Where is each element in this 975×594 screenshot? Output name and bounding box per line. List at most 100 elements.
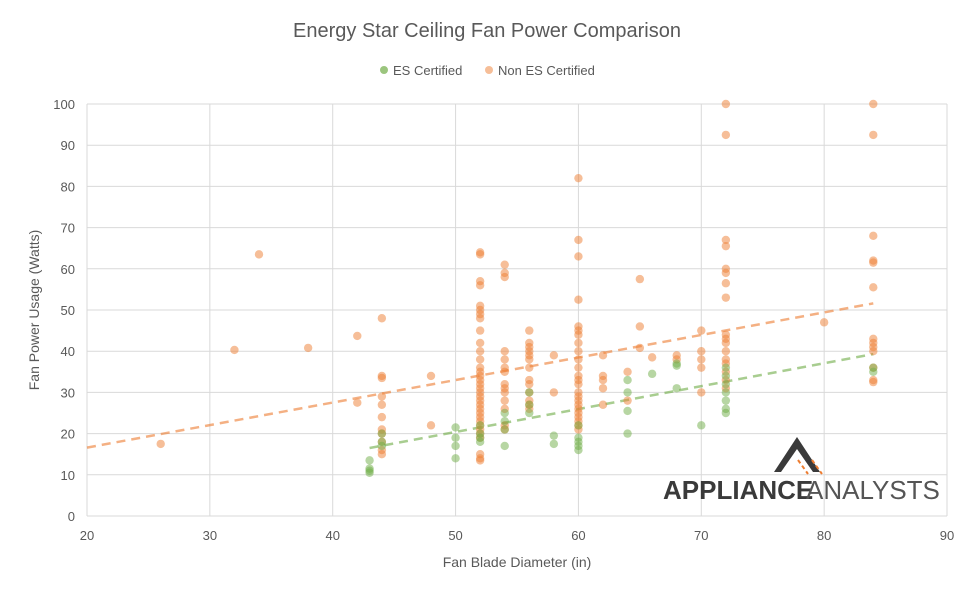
y-tick-label: 30 [61, 385, 75, 400]
data-point-non-es [697, 388, 706, 397]
data-point-es [721, 396, 731, 405]
y-tick-label: 80 [61, 179, 75, 194]
data-point-non-es [426, 421, 436, 430]
data-point-non-es [574, 330, 583, 339]
data-point-non-es [475, 347, 485, 356]
data-point-es [721, 408, 731, 418]
data-point-non-es [819, 318, 829, 327]
legend-marker-es [380, 66, 388, 74]
data-point-es [869, 367, 878, 376]
data-point-es [697, 421, 706, 430]
data-point-non-es [156, 439, 165, 449]
data-point-non-es [574, 235, 583, 245]
data-point-es [721, 388, 731, 397]
data-point-non-es [525, 379, 534, 389]
data-point-non-es [574, 252, 583, 261]
data-points [156, 99, 878, 477]
data-point-non-es [635, 322, 645, 331]
data-point-non-es [500, 388, 509, 397]
data-point-non-es [697, 347, 706, 356]
data-point-es [451, 454, 460, 463]
data-point-non-es [377, 373, 387, 383]
data-point-non-es [475, 281, 485, 290]
data-point-non-es [721, 241, 731, 251]
trendlines [86, 302, 874, 450]
data-point-non-es [475, 326, 485, 335]
data-point-es [525, 408, 534, 418]
data-point-non-es [869, 99, 878, 109]
data-point-non-es [500, 355, 509, 364]
data-point-non-es [697, 355, 706, 364]
data-point-non-es [377, 314, 387, 323]
data-point-non-es [353, 398, 362, 407]
data-point-es [574, 445, 583, 455]
data-point-non-es [377, 400, 387, 409]
data-point-non-es [635, 343, 645, 353]
data-point-es [623, 429, 632, 438]
data-point-non-es [697, 326, 706, 335]
y-tick-label: 40 [61, 344, 75, 359]
y-tick-label: 90 [61, 138, 75, 153]
y-tick-label: 0 [68, 509, 75, 524]
data-point-non-es [500, 260, 509, 269]
data-point-es [623, 388, 632, 397]
data-point-non-es [869, 231, 878, 241]
data-point-non-es [377, 450, 387, 459]
chart-title: Energy Star Ceiling Fan Power Comparison [293, 20, 681, 42]
data-point-es [721, 363, 731, 372]
data-point-non-es [475, 250, 485, 259]
y-tick-label: 60 [61, 262, 75, 277]
x-tick-label: 50 [448, 528, 462, 543]
data-point-es [647, 369, 657, 379]
data-point-non-es [549, 351, 559, 360]
data-point-non-es [574, 338, 583, 348]
data-point-es [377, 429, 387, 438]
data-point-es [574, 421, 583, 430]
data-point-non-es [254, 250, 264, 259]
data-point-non-es [598, 375, 608, 385]
data-point-non-es [598, 384, 608, 393]
data-point-non-es [377, 392, 387, 401]
data-point-es [672, 384, 681, 393]
x-tick-label: 90 [940, 528, 954, 543]
data-point-non-es [721, 235, 731, 245]
data-point-non-es [230, 345, 239, 355]
x-tick-label: 40 [325, 528, 339, 543]
y-tick-label: 20 [61, 427, 75, 442]
data-point-es [365, 468, 374, 477]
logo-text-light: ANALYSTS [806, 475, 940, 505]
data-point-non-es [500, 272, 509, 282]
data-point-es [672, 361, 681, 370]
data-point-non-es [598, 400, 608, 409]
data-point-non-es [869, 347, 878, 356]
data-point-non-es [721, 338, 731, 348]
data-point-es [451, 433, 460, 442]
data-point-es [500, 441, 509, 451]
data-point-non-es [525, 355, 534, 364]
watermark-logo: APPLIANCE ANALYSTS [663, 437, 940, 505]
data-point-non-es [574, 363, 583, 372]
data-point-non-es [525, 326, 534, 335]
data-point-non-es [500, 396, 509, 405]
y-tick-label: 70 [61, 221, 75, 236]
data-point-non-es [574, 347, 583, 356]
data-point-non-es [869, 258, 878, 267]
data-point-es [721, 379, 731, 389]
legend-label-es: ES Certified [393, 63, 462, 78]
data-point-non-es [574, 355, 583, 364]
x-tick-label: 20 [80, 528, 94, 543]
legend: ES Certified Non ES Certified [380, 63, 595, 78]
data-point-es [525, 388, 534, 397]
data-point-non-es [500, 367, 509, 376]
data-point-es [500, 425, 509, 434]
data-point-non-es [574, 379, 583, 389]
x-tick-label: 70 [694, 528, 708, 543]
data-point-es [549, 431, 559, 440]
x-tick-label: 80 [817, 528, 831, 543]
data-point-non-es [377, 412, 387, 422]
data-point-non-es [574, 173, 583, 183]
logo-text-bold: APPLIANCE [663, 475, 813, 505]
data-point-es [365, 456, 374, 465]
data-point-non-es [721, 99, 731, 109]
